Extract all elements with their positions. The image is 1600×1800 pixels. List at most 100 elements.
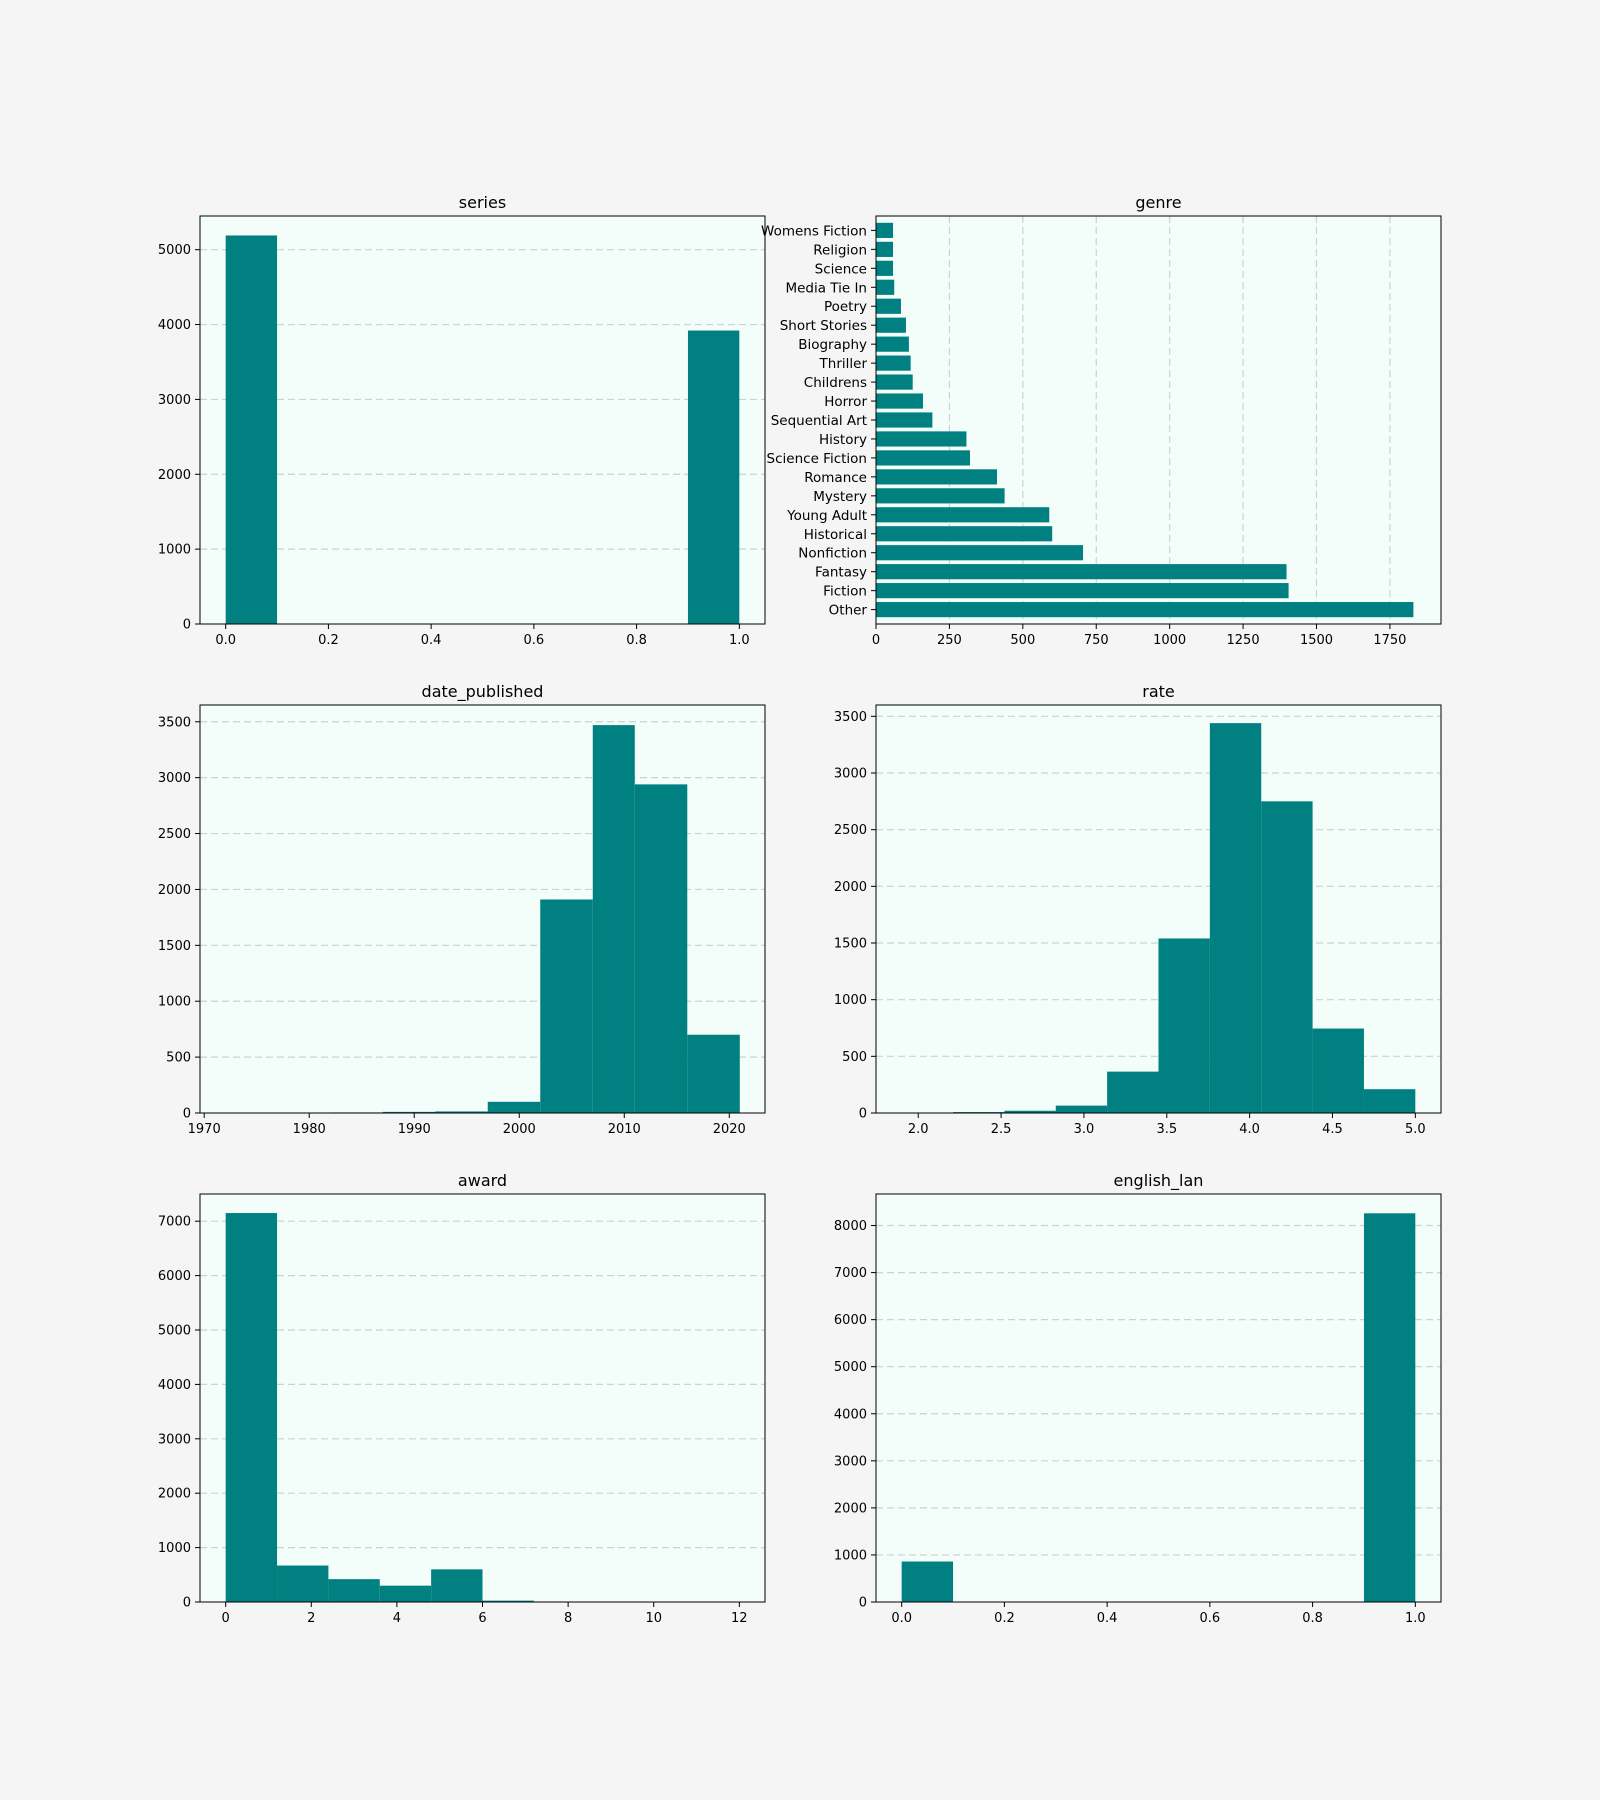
chart-series: 0.0 0.2 0.4 0.6 0.8 1.0 0 1000 2000 3000 4000 5000 s… (158, 193, 766, 648)
x-tick-label: 1.0 (729, 633, 750, 648)
axes-frame (199, 215, 766, 625)
y-tick-label: 4000 (834, 1407, 867, 1422)
category-label: Nonfiction (798, 546, 867, 562)
bar (876, 355, 911, 371)
bar (540, 899, 593, 1113)
x-tick-label: 12 (731, 1611, 748, 1626)
y-tick-label: 3000 (834, 1454, 867, 1469)
y-tick-label: 3500 (834, 710, 867, 725)
category-label: Childrens (804, 375, 867, 391)
bar (876, 260, 894, 276)
chart-english_lan: 0.0 0.2 0.4 0.6 0.8 1.0 0 1000 2000 3000 4000 5000 6… (834, 1171, 1442, 1626)
x-tick-label: 250 (937, 633, 962, 648)
plot-area (200, 1194, 765, 1602)
x-tick-label: 1970 (188, 1122, 221, 1137)
category-label: Science Fiction (767, 451, 867, 467)
bar (277, 1565, 329, 1602)
bar (876, 602, 1414, 618)
x-tick-label: 3.5 (1156, 1122, 1177, 1137)
bar (876, 469, 997, 485)
x-tick-label: 1980 (293, 1122, 326, 1137)
x-tick-label: 0.6 (1200, 1611, 1221, 1626)
bar (1363, 1089, 1416, 1113)
bar (687, 1034, 740, 1113)
y-tick-label: 1000 (158, 1541, 191, 1556)
y-tick-label: 3000 (158, 771, 191, 786)
y-tick-label: 1000 (834, 993, 867, 1008)
bar (876, 279, 895, 295)
bar (1209, 723, 1262, 1113)
bar (1004, 1110, 1056, 1113)
bar (1158, 938, 1210, 1113)
y-tick-label: 500 (166, 1051, 191, 1066)
chart-title: series (459, 193, 506, 212)
bar (876, 545, 1084, 561)
y-tick-label: 5000 (158, 1324, 191, 1339)
category-label: Fantasy (815, 565, 867, 581)
x-tick-label: 0.6 (524, 633, 545, 648)
y-tick-label: 5000 (834, 1360, 867, 1375)
chart-title: genre (1135, 193, 1181, 212)
bar (876, 412, 933, 428)
y-tick-label: 4000 (158, 1378, 191, 1393)
chart-title: rate (1142, 682, 1175, 701)
x-tick-label: 1990 (398, 1122, 431, 1137)
x-tick-label: 2.5 (991, 1122, 1012, 1137)
bar (431, 1569, 483, 1602)
x-tick-label: 3.0 (1074, 1122, 1095, 1137)
bar (901, 1561, 954, 1602)
x-tick-label: 1.0 (1405, 1611, 1426, 1626)
x-tick-label: 500 (1010, 633, 1035, 648)
y-tick-label: 0 (183, 618, 191, 633)
bar (225, 1213, 278, 1602)
x-tick-label: 0.4 (421, 633, 442, 648)
plot-area (200, 216, 765, 624)
chart-genre: Other Fiction Fantasy Nonfiction Historical Y… (761, 193, 1442, 648)
category-label: Media Tie In (785, 280, 867, 296)
y-tick-label: 2500 (834, 823, 867, 838)
plot-area (876, 1194, 1441, 1602)
y-tick-label: 0 (859, 1596, 867, 1611)
bar (1363, 1213, 1416, 1602)
bar (482, 1600, 534, 1602)
bar (876, 317, 906, 333)
y-tick-label: 2000 (158, 1487, 191, 1502)
x-tick-label: 1500 (1300, 633, 1333, 648)
x-tick-label: 5.0 (1405, 1122, 1426, 1137)
bar (634, 784, 688, 1113)
category-label: Romance (804, 470, 867, 486)
axes-frame (199, 704, 766, 1114)
category-label: Historical (804, 527, 867, 543)
y-tick-label: 1500 (834, 937, 867, 952)
category-label: Religion (813, 242, 867, 258)
bar (876, 526, 1053, 542)
category-label: Mystery (813, 489, 867, 505)
x-tick-label: 0.4 (1097, 1611, 1118, 1626)
chart-award: 0 2 4 6 8 10 12 0 1000 2000 3000 4000 5000 6000 7000 aw… (158, 1171, 766, 1626)
x-tick-label: 2010 (608, 1122, 641, 1137)
x-tick-label: 2000 (503, 1122, 536, 1137)
y-tick-label: 1000 (158, 543, 191, 558)
x-tick-label: 0.2 (994, 1611, 1015, 1626)
y-tick-label: 3000 (158, 1432, 191, 1447)
bar (876, 583, 1289, 599)
chart-title: date_published (422, 682, 544, 702)
category-label: Other (829, 603, 868, 619)
x-tick-label: 1250 (1227, 633, 1260, 648)
x-tick-label: 2 (307, 1611, 315, 1626)
bar (876, 336, 909, 352)
y-tick-label: 1000 (158, 995, 191, 1010)
axes-frame (875, 215, 1442, 625)
bar (1055, 1105, 1108, 1113)
y-tick-label: 4000 (158, 318, 191, 333)
category-label: Thriller (819, 356, 868, 372)
x-tick-label: 10 (645, 1611, 662, 1626)
x-tick-label: 6 (478, 1611, 486, 1626)
y-tick-label: 6000 (158, 1269, 191, 1284)
bar (379, 1585, 432, 1602)
category-label: Poetry (824, 299, 867, 315)
bar (687, 330, 740, 624)
category-label: Sequential Art (771, 413, 867, 429)
x-tick-label: 8 (564, 1611, 572, 1626)
